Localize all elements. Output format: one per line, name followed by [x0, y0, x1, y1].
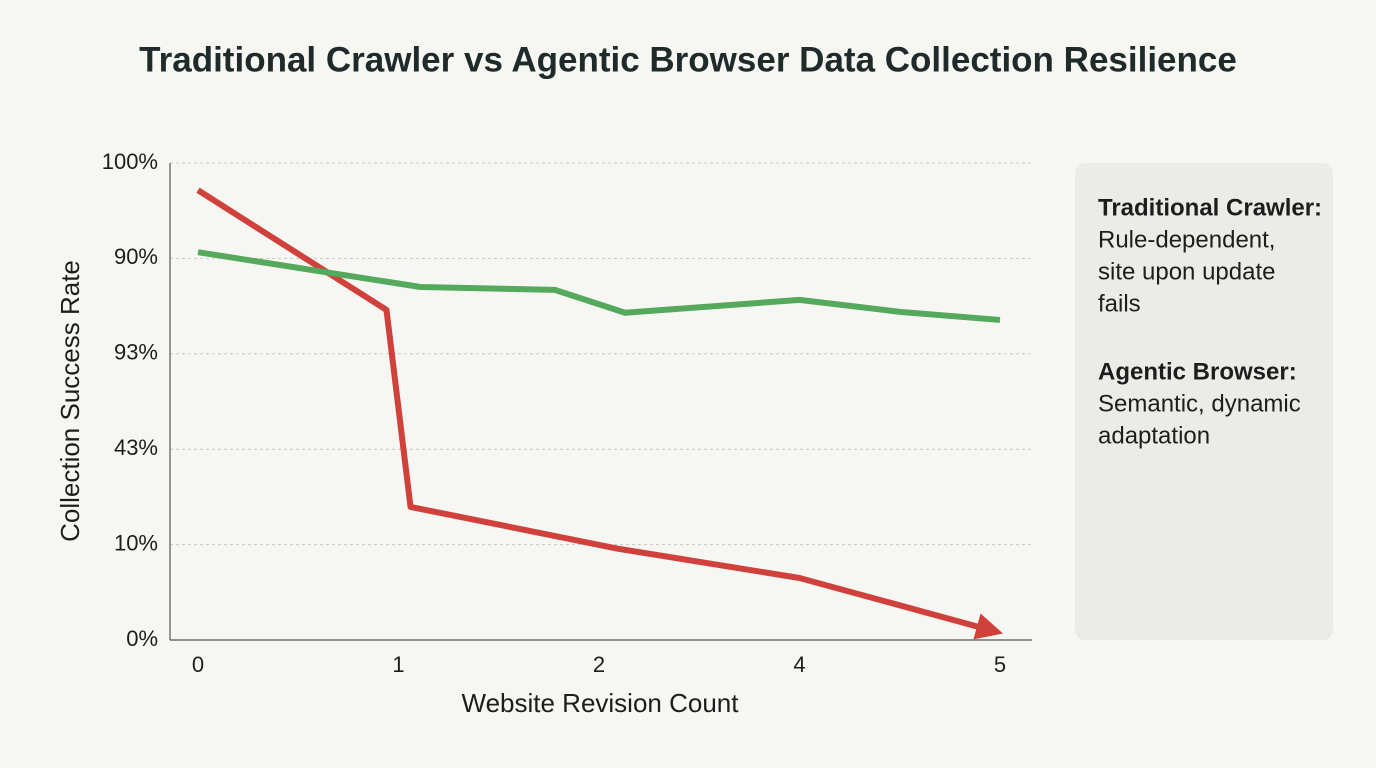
y-tick-label: 90%	[114, 244, 158, 269]
y-tick-label: 100%	[102, 149, 158, 174]
annotation-text: site upon update	[1098, 258, 1275, 285]
annotation-text: Semantic, dynamic	[1098, 390, 1301, 417]
x-tick-label: 1	[392, 652, 404, 677]
x-tick-label: 4	[793, 652, 805, 677]
data-line	[196, 187, 1003, 640]
y-tick-label: 93%	[114, 340, 158, 365]
y-tick-label: 10%	[114, 530, 158, 555]
x-tick-label: 2	[593, 652, 605, 677]
y-tick-label: 43%	[114, 435, 158, 460]
data-line	[197, 249, 1001, 323]
annotation-heading: Traditional Crawler:	[1098, 194, 1322, 221]
y-axis-label: Collection Success Rate	[55, 260, 85, 542]
annotation-panel	[1075, 163, 1333, 640]
annotation-heading: Agentic Browser:	[1098, 358, 1297, 385]
annotation-text: fails	[1098, 290, 1141, 317]
y-tick-label: 0%	[126, 626, 158, 651]
annotation-text: Rule-dependent,	[1098, 226, 1275, 253]
x-tick-label: 0	[192, 652, 204, 677]
x-axis-label: Website Revision Count	[462, 688, 740, 718]
chart-title: Traditional Crawler vs Agentic Browser D…	[139, 40, 1237, 79]
annotation-text: adaptation	[1098, 422, 1210, 449]
x-tick-label: 5	[994, 652, 1006, 677]
